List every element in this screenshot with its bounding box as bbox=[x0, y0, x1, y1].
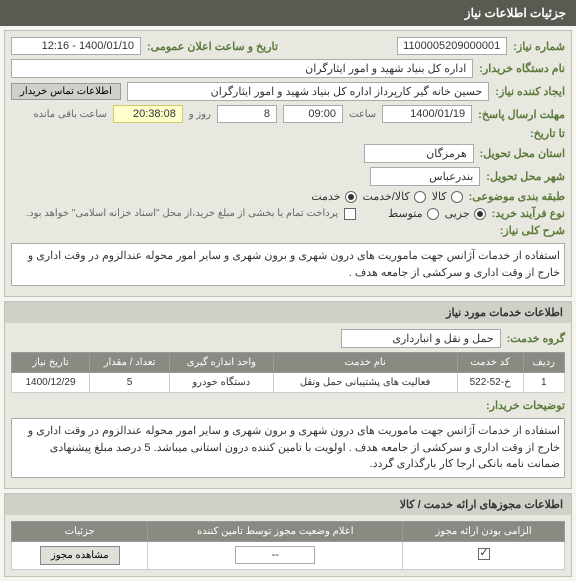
table-header: نام خدمت bbox=[273, 353, 457, 373]
province-label: استان محل تحویل: bbox=[480, 147, 565, 160]
permits-table: الزامی بودن ارائه مجوزاعلام وضعیت مجوز ت… bbox=[11, 521, 565, 570]
table-cell: دستگاه خودرو bbox=[170, 373, 273, 393]
creator-label: ایجاد کننده نیاز: bbox=[495, 85, 565, 98]
deadline-label: مهلت ارسال پاسخ: bbox=[478, 108, 565, 121]
city-field: بندرعباس bbox=[370, 167, 480, 186]
cat-goods-label: کالا bbox=[432, 190, 447, 203]
permit-required-checkbox[interactable] bbox=[478, 548, 490, 560]
table-row: 1خ-52-522فعالیت های پشتیبانی حمل ونقلدست… bbox=[12, 373, 565, 393]
permits-section: اطلاعات مجوزهای ارائه خدمت / کالا الزامی… bbox=[4, 493, 572, 577]
proc-medium-label: متوسط bbox=[388, 207, 423, 220]
permit-status-select[interactable]: -- bbox=[235, 546, 315, 564]
table-header: تعداد / مقدار bbox=[89, 353, 169, 373]
table-cell: خ-52-522 bbox=[457, 373, 523, 393]
services-title: اطلاعات خدمات مورد نیاز bbox=[5, 302, 571, 323]
to-date-label: تا تاریخ: bbox=[530, 127, 565, 140]
table-row: -- مشاهده مجوز bbox=[12, 541, 565, 569]
org-label: نام دستگاه خریدار: bbox=[479, 62, 565, 75]
announce-field: 1400/01/10 - 12:16 bbox=[11, 37, 141, 55]
org-field: اداره کل بنیاد شهید و امور ایثارگران bbox=[11, 59, 473, 78]
contact-button[interactable]: اطلاعات تماس خریدار bbox=[11, 83, 121, 100]
province-field: هرمزگان bbox=[364, 144, 474, 163]
buyer-note-label: توضیحات خریدار: bbox=[486, 399, 565, 412]
desc-label: شرح کلی نیاز: bbox=[500, 224, 565, 237]
table-cell: 1 bbox=[523, 373, 564, 393]
page-title: جزئیات اطلاعات نیاز bbox=[465, 6, 566, 20]
days-label: روز و bbox=[189, 109, 211, 120]
cat-goods-service-label: کالا/خدمت bbox=[363, 190, 410, 203]
proc-small-radio[interactable] bbox=[474, 208, 486, 220]
cat-goods-service-radio[interactable] bbox=[414, 191, 426, 203]
table-header: الزامی بودن ارائه مجوز bbox=[403, 521, 565, 541]
table-cell: 5 bbox=[89, 373, 169, 393]
need-number-label: شماره نیاز: bbox=[513, 40, 565, 53]
payment-note: پرداخت تمام یا بخشی از مبلغ خرید،از محل … bbox=[26, 208, 338, 219]
city-label: شهر محل تحویل: bbox=[486, 170, 565, 183]
process-label: نوع فرآیند خرید: bbox=[492, 207, 565, 220]
countdown-field: 20:38:08 bbox=[113, 105, 183, 123]
proc-small-label: جزیی bbox=[445, 207, 470, 220]
days-field: 8 bbox=[217, 105, 277, 123]
service-group-field: حمل و نقل و انبارداری bbox=[341, 329, 501, 348]
creator-field: حسین خانه گیر کارپرداز اداره کل بنیاد شه… bbox=[127, 82, 489, 101]
table-header: اعلام وضعیت مجوز توسط تامین کننده bbox=[148, 521, 403, 541]
announce-label: تاریخ و ساعت اعلان عمومی: bbox=[147, 40, 278, 53]
services-section: اطلاعات خدمات مورد نیاز گروه خدمت: حمل و… bbox=[4, 301, 572, 489]
table-header: کد خدمت bbox=[457, 353, 523, 373]
services-table: ردیفکد خدمتنام خدمتواحد اندازه گیریتعداد… bbox=[11, 352, 565, 393]
cat-service-label: خدمت bbox=[311, 190, 340, 203]
table-cell: 1400/12/29 bbox=[12, 373, 90, 393]
need-number-field: 1100005209000001 bbox=[397, 37, 507, 55]
service-group-label: گروه خدمت: bbox=[507, 332, 565, 345]
permits-title: اطلاعات مجوزهای ارائه خدمت / کالا bbox=[5, 494, 571, 515]
table-header: واحد اندازه گیری bbox=[170, 353, 273, 373]
table-header: تاریخ نیاز bbox=[12, 353, 90, 373]
need-info-section: شماره نیاز: 1100005209000001 تاریخ و ساع… bbox=[4, 30, 572, 297]
table-header: ردیف bbox=[523, 353, 564, 373]
deadline-time-field: 09:00 bbox=[283, 105, 343, 123]
table-cell: فعالیت های پشتیبانی حمل ونقل bbox=[273, 373, 457, 393]
page-header: جزئیات اطلاعات نیاز bbox=[0, 0, 576, 26]
table-header: جزئیات bbox=[12, 521, 148, 541]
category-label: طبقه بندی موضوعی: bbox=[469, 190, 565, 203]
deadline-date-field: 1400/01/19 bbox=[382, 105, 472, 123]
cat-service-radio[interactable] bbox=[345, 191, 357, 203]
view-permit-button[interactable]: مشاهده مجوز bbox=[40, 546, 120, 565]
buyer-note-textarea: استفاده از خدمات آژانس جهت ماموریت های د… bbox=[11, 418, 565, 478]
remain-label: ساعت باقی مانده bbox=[33, 109, 106, 120]
desc-textarea: استفاده از خدمات آژانس جهت ماموریت های د… bbox=[11, 243, 565, 286]
cat-goods-radio[interactable] bbox=[451, 191, 463, 203]
proc-medium-radio[interactable] bbox=[427, 208, 439, 220]
payment-checkbox[interactable] bbox=[344, 208, 356, 220]
time-label: ساعت bbox=[349, 109, 376, 120]
